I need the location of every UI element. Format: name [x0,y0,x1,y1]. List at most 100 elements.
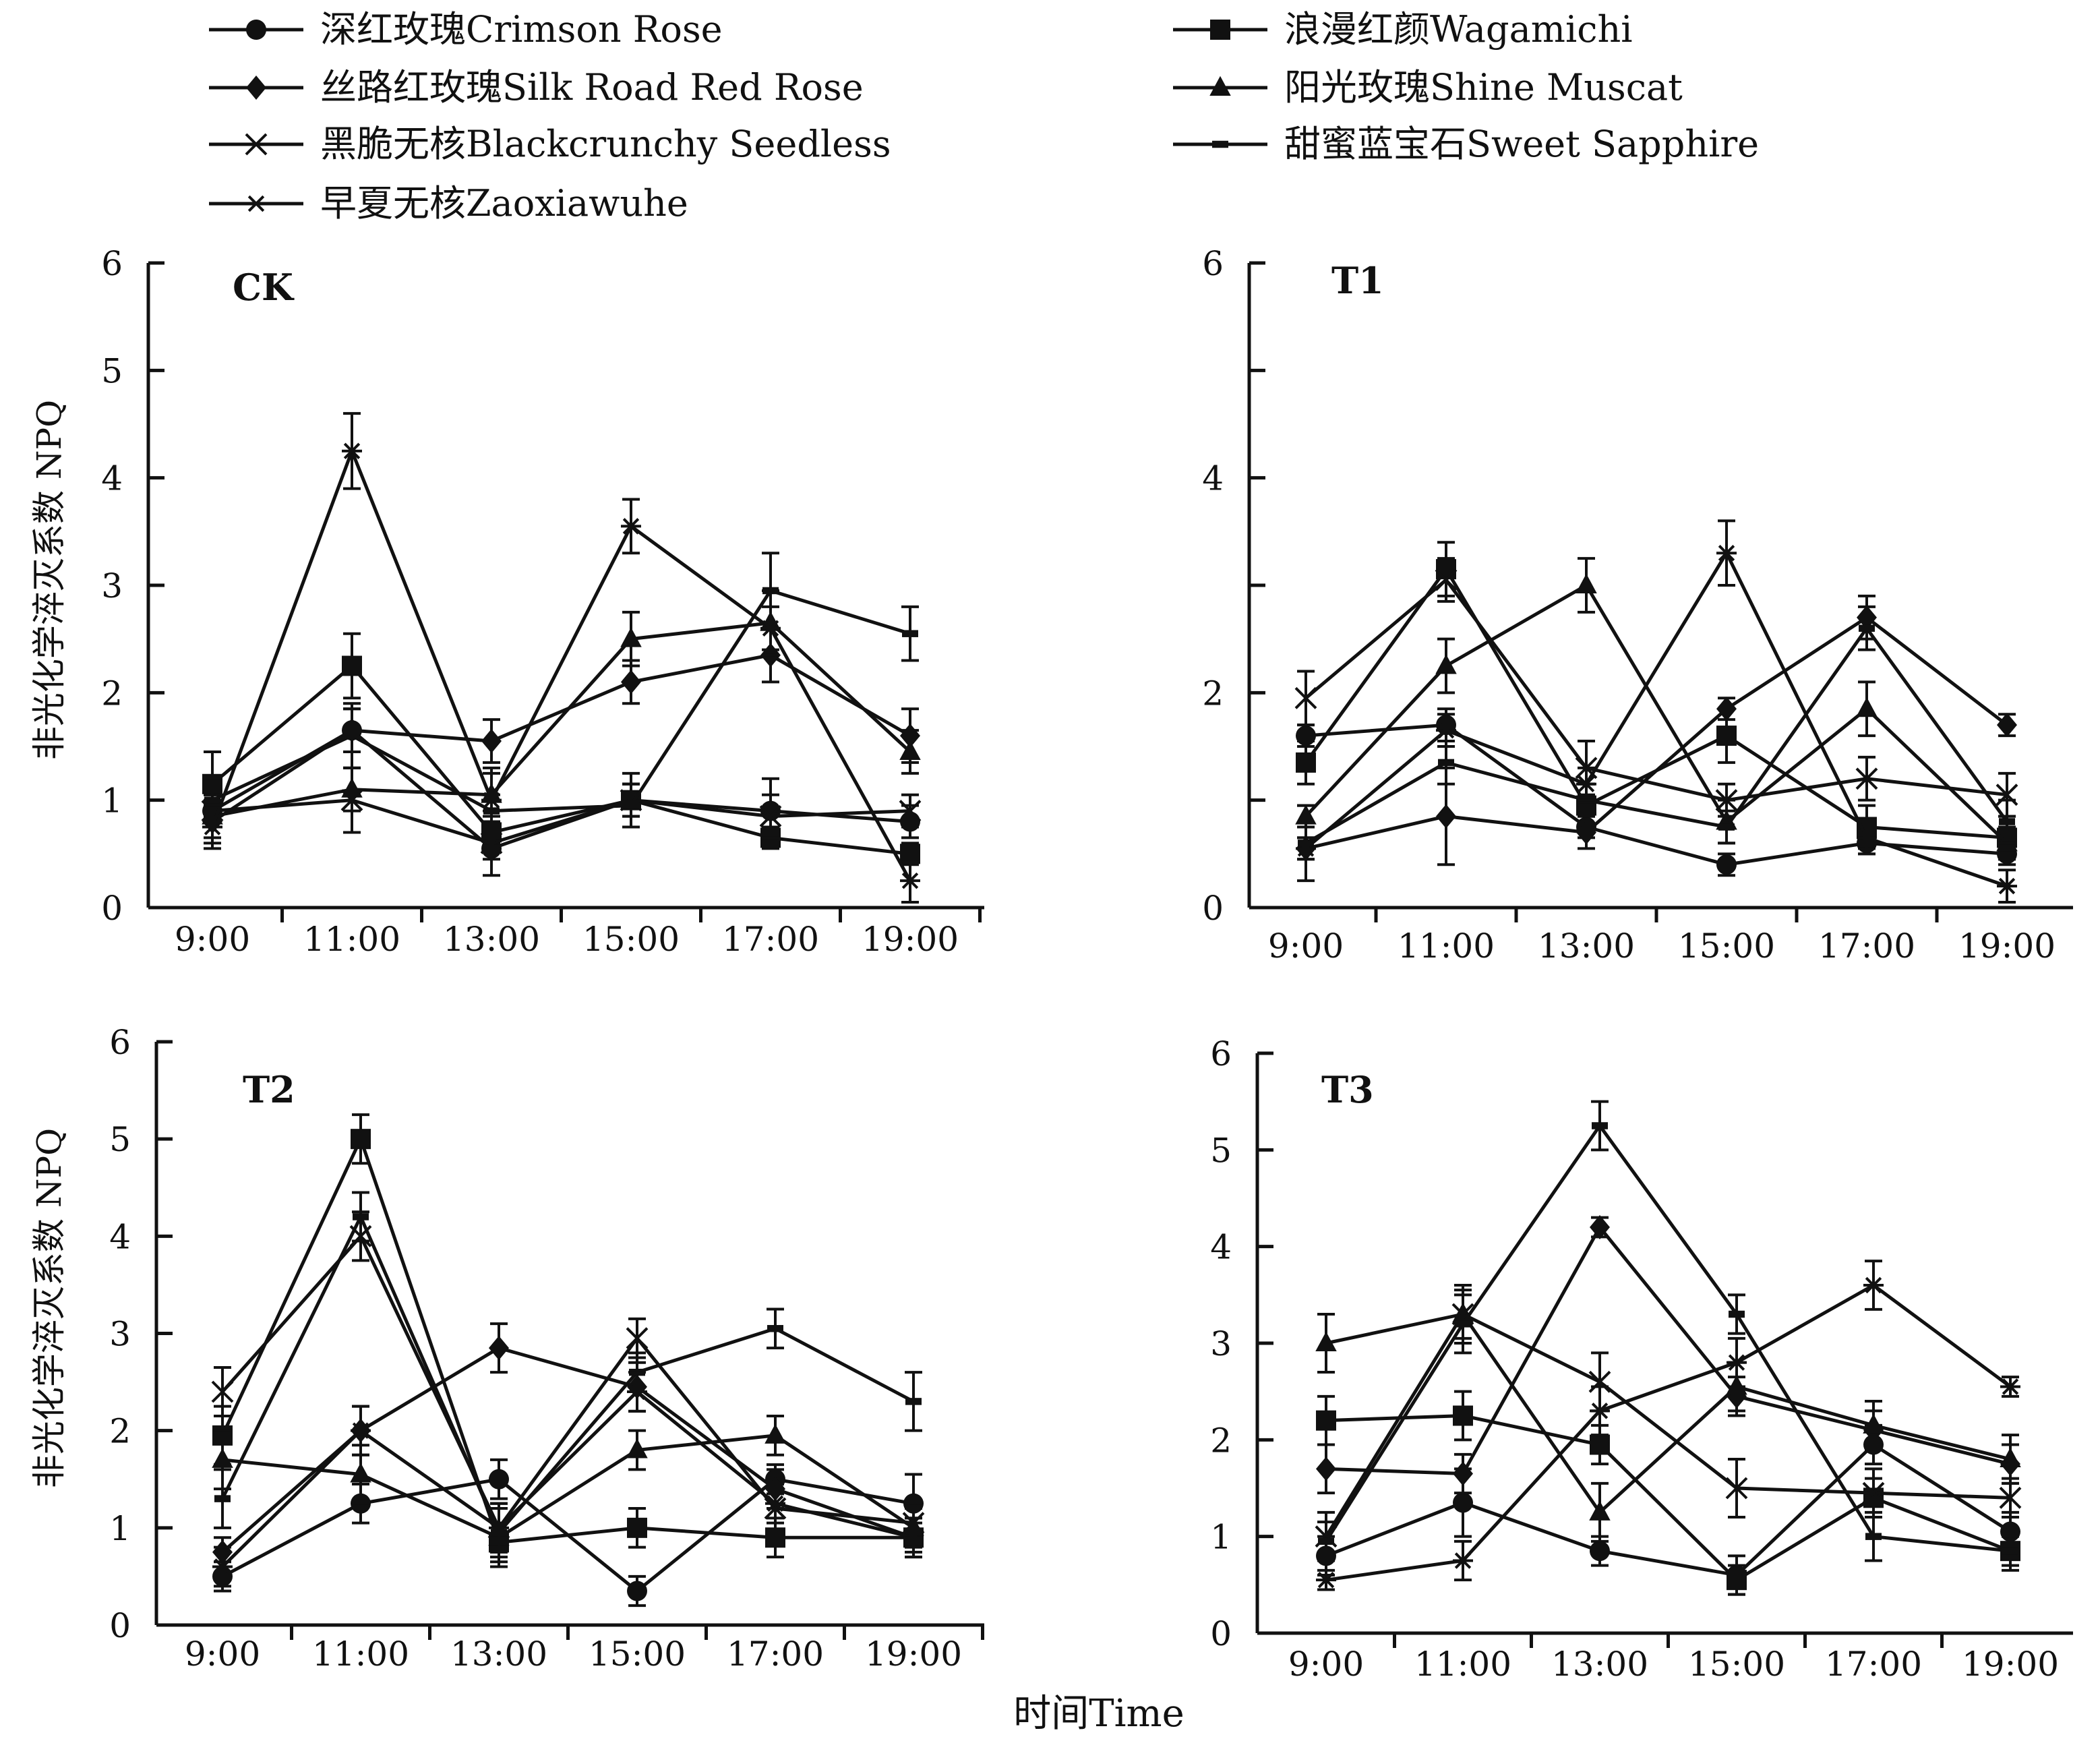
data-point [1997,877,2017,895]
data-point [1716,697,1737,721]
data-point [623,802,639,809]
series-sweet-sapphire [1317,1100,2019,1572]
data-point [1996,784,2018,806]
series-line [221,1346,914,1554]
legend-marker-circle [246,20,266,40]
legend-label: 甜蜜蓝宝石Sweet Sapphire [1284,123,1759,165]
data-point [899,800,922,823]
data-point [905,1398,922,1405]
data-point [1436,721,1456,739]
y-tick-label: 4 [109,1217,131,1256]
data-point [626,1327,649,1350]
series-crimson-rose [202,707,920,861]
data-point [620,627,642,647]
data-point [2000,1378,2020,1395]
legend: 深红玫瑰Crimson Rose 浪漫红颜Wagamichi 丝路红玫瑰Silk R… [209,8,1759,225]
data-point [1856,697,1878,717]
data-point [1316,1571,1336,1589]
data-point [1590,1403,1610,1419]
data-point [759,805,782,827]
legend-marker-dash [1212,140,1228,148]
data-point [1859,624,1875,632]
x-tick-label: 11:00 [312,1634,409,1674]
data-point [1294,686,1317,709]
x-tick-label: 17:00 [1818,926,1915,966]
data-point [900,872,920,889]
y-tick-label: 5 [101,351,123,390]
x-tick-label: 15:00 [589,1634,686,1674]
y-axis-title-bottom: 非光化学淬灭系数 NPQ [30,1128,69,1488]
series-line [1305,723,2008,866]
series-crimson-rose [1296,707,2017,877]
series-blackcrunchy-seedless [211,1210,925,1554]
x-axis-title: 时间Time [1013,1692,1184,1736]
data-point [1727,1570,1747,1591]
x-tick-label: 11:00 [1398,926,1495,966]
data-point [489,1469,509,1490]
legend-marker-diamond [246,76,266,100]
series-line [1325,1442,2012,1577]
data-point [627,1383,647,1401]
data-point [1718,823,1735,831]
data-point [2000,1447,2021,1467]
series-zaoxiawuhe [1296,519,2017,904]
legend-entry-sweet-sapphire: 甜蜜蓝宝石Sweet Sapphire [1173,123,1759,165]
x-tick-label: 19:00 [865,1634,962,1674]
data-point [1453,1461,1473,1486]
data-point [1435,568,1458,591]
data-point [1857,829,1877,846]
legend-marker-triangle [1209,76,1231,96]
x-tick-label: 17:00 [727,1634,824,1674]
data-point [1999,1486,2022,1509]
y-tick-label: 2 [101,674,123,713]
x-tick-label: 13:00 [450,1634,547,1674]
y-tick-label: 6 [109,1023,131,1062]
x-tick-label: 19:00 [1962,1645,2059,1684]
x-tick-label: 15:00 [1678,926,1775,966]
x-tick-label: 19:00 [1958,926,2056,966]
data-point [212,1558,233,1575]
legend-label: 早夏无核Zaoxiawuhe [320,182,688,225]
data-point [342,655,362,676]
series-line [1325,1224,2011,1476]
y-tick-label: 3 [1210,1324,1232,1363]
data-point [765,1495,785,1512]
data-point [211,1380,234,1403]
data-point [1862,1481,1885,1504]
data-point [1590,1215,1610,1239]
legend-entry-shine-muscat: 阳光玫瑰Shine Muscat [1173,66,1683,109]
y-tick-label: 4 [1210,1228,1232,1267]
series-sweet-sapphire [204,552,919,829]
x-tick-label: 11:00 [1414,1645,1511,1684]
data-point [1727,1354,1747,1371]
data-point [1863,1276,1884,1294]
x-tick-label: 17:00 [1825,1645,1922,1684]
legend-label: 阳光玫瑰Shine Muscat [1284,66,1683,109]
data-point [1455,1320,1471,1328]
data-point [481,729,502,754]
series-silk-road-red-rose [212,1322,924,1568]
series-shine-muscat [202,589,921,839]
panel-t2: 0 1 2 3 4 5 6 9:00 11:00 13:00 15:00 17:00 19:00 T2 [109,1023,984,1674]
data-point [1716,854,1737,875]
y-axis-title-top: 非光化学淬灭系数 NPQ [30,400,69,760]
panel-label: T3 [1321,1068,1374,1111]
data-point [1855,767,1878,790]
panel-label: CK [233,266,295,309]
y-tick-label: 3 [101,566,123,606]
panel-t3: 0 1 2 3 4 5 6 9:00 11:00 13:00 15:00 17:00 19:00 T3 [1210,1034,2073,1684]
data-point [899,740,921,760]
data-point [1453,1492,1473,1513]
legend-label: 丝路红玫瑰Silk Road Red Rose [320,66,864,109]
data-point [767,1325,783,1332]
x-tick-label: 11:00 [303,920,400,959]
series-line [1304,550,2008,888]
series-zaoxiawuhe [202,412,920,904]
data-point [1453,1552,1473,1569]
legend-entry-zaoxiawuhe: 早夏无核Zaoxiawuhe [209,182,688,225]
series-line [1325,1283,2012,1582]
series-crimson-rose [212,1458,924,1608]
data-point [204,796,220,804]
series-line [210,446,912,882]
